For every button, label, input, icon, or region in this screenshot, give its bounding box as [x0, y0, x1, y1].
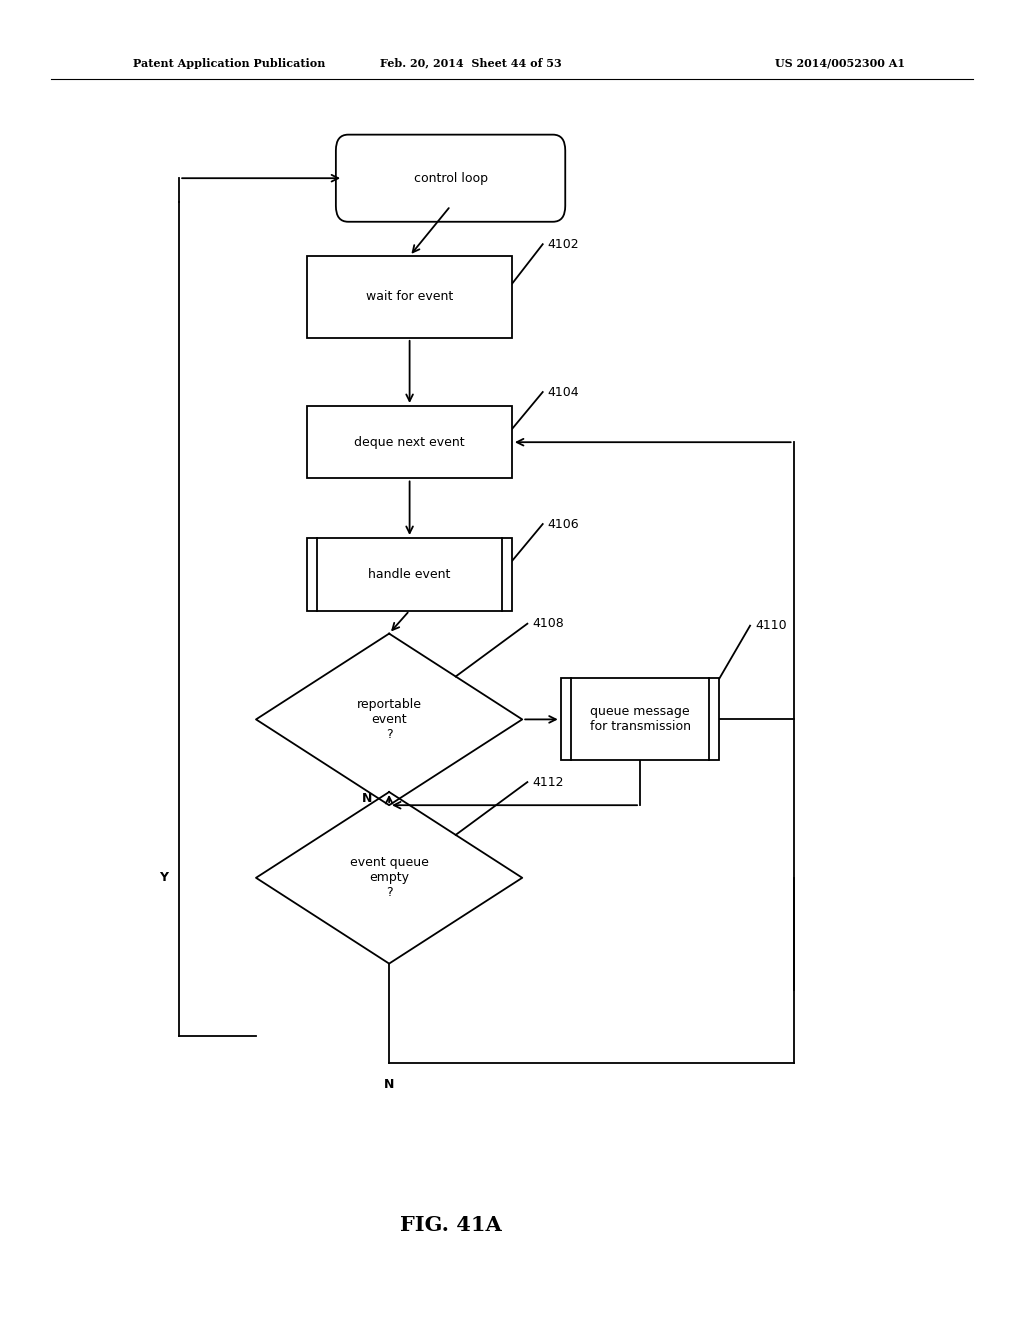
Text: Patent Application Publication: Patent Application Publication	[133, 58, 326, 69]
Text: wait for event: wait for event	[366, 290, 454, 304]
Text: Y: Y	[160, 871, 168, 884]
Text: 4108: 4108	[532, 618, 564, 630]
Text: N: N	[384, 1078, 394, 1092]
Polygon shape	[256, 634, 522, 805]
Text: deque next event: deque next event	[354, 436, 465, 449]
Text: 4102: 4102	[548, 238, 580, 251]
Bar	[561, 678, 719, 760]
Text: event queue
empty
?: event queue empty ?	[349, 857, 429, 899]
Text: handle event: handle event	[369, 568, 451, 581]
Text: reportable
event
?: reportable event ?	[356, 698, 422, 741]
Text: 4104: 4104	[548, 385, 580, 399]
Text: N: N	[361, 792, 372, 805]
Text: 4106: 4106	[548, 517, 580, 531]
Text: Feb. 20, 2014  Sheet 44 of 53: Feb. 20, 2014 Sheet 44 of 53	[380, 58, 562, 69]
FancyBboxPatch shape	[336, 135, 565, 222]
Text: 4110: 4110	[756, 619, 786, 632]
Bar	[307, 256, 512, 338]
Text: FIG. 41A: FIG. 41A	[399, 1214, 502, 1236]
Polygon shape	[256, 792, 522, 964]
Text: control loop: control loop	[414, 172, 487, 185]
Text: 4112: 4112	[532, 776, 564, 788]
Bar	[307, 539, 512, 610]
Bar	[307, 405, 512, 478]
Text: US 2014/0052300 A1: US 2014/0052300 A1	[775, 58, 904, 69]
Text: queue message
for transmission: queue message for transmission	[590, 705, 690, 734]
